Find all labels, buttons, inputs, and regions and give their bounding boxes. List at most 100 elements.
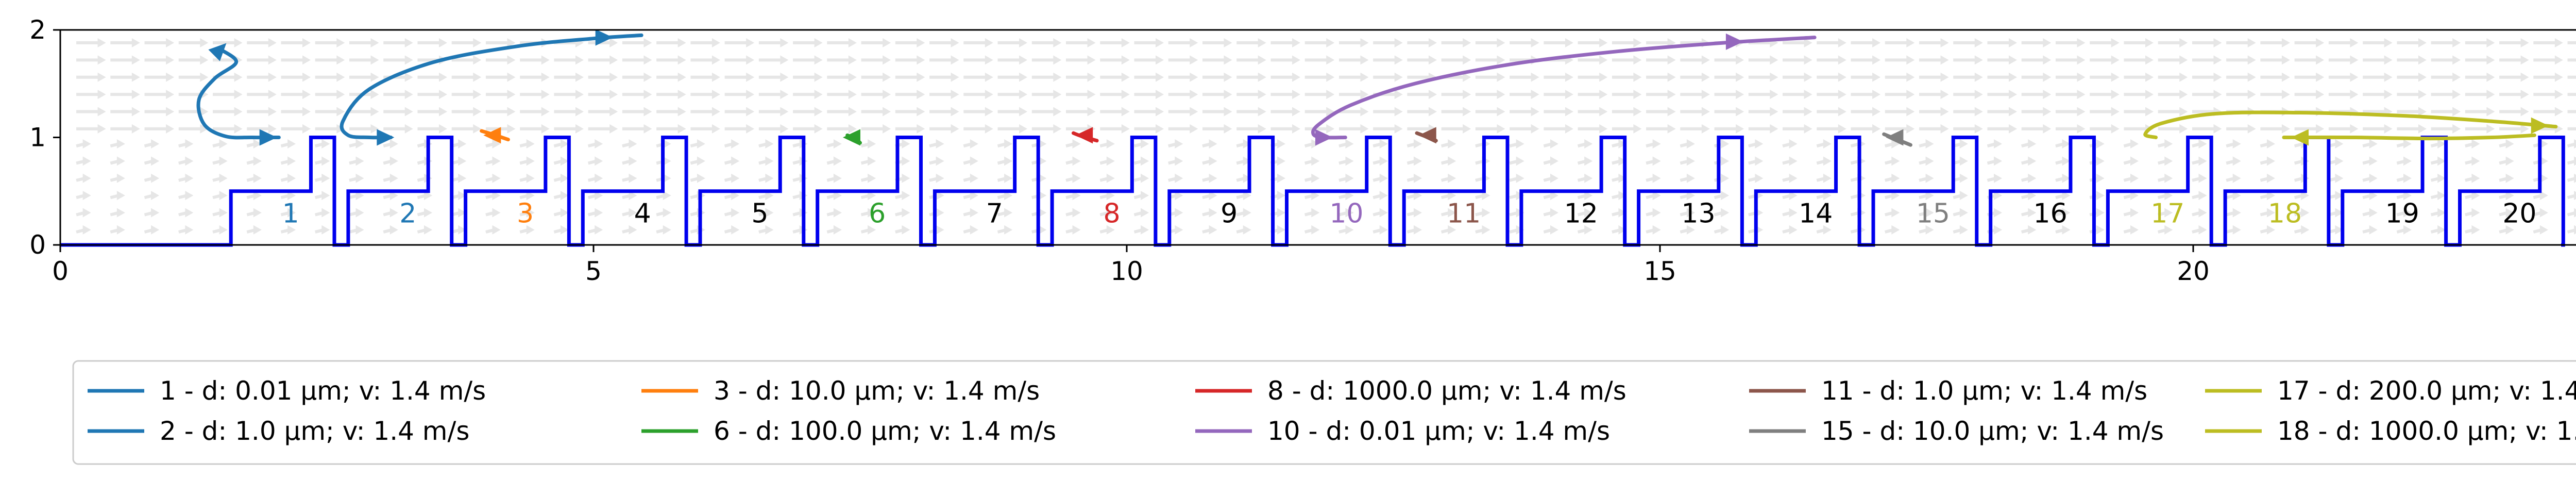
field-arrow-head <box>643 72 652 82</box>
field-arrow-head <box>1379 139 1388 149</box>
field-arrow-head <box>2350 72 2359 82</box>
field-arrow-head <box>951 90 959 100</box>
field-arrow-head <box>2096 139 2105 149</box>
field-arrow-head <box>1345 139 1354 149</box>
field-arrow-head <box>2232 225 2241 235</box>
field-arrow-head <box>2437 208 2446 218</box>
field-arrow-head <box>1974 107 1983 117</box>
field-arrow-head <box>200 124 209 134</box>
field-arrow-head <box>868 225 876 235</box>
field-arrow-head <box>2266 208 2275 218</box>
field-arrow-head <box>268 55 277 65</box>
field-arrow-head <box>2266 225 2275 235</box>
field-arrow-head <box>321 191 330 201</box>
field-arrow-head <box>492 225 501 235</box>
field-arrow-head <box>1736 72 1744 82</box>
field-arrow-head <box>1190 107 1198 117</box>
field-arrow-head <box>2266 156 2275 166</box>
field-arrow-head <box>936 173 944 183</box>
field-arrow-head <box>1413 139 1422 149</box>
field-arrow-head <box>868 156 876 166</box>
series-arrow-2 <box>377 129 395 146</box>
field-arrow-head <box>1618 139 1627 149</box>
field-arrow-head <box>2437 191 2446 201</box>
field-arrow-head <box>985 124 993 134</box>
field-arrow-head <box>1053 72 1062 82</box>
field-arrow-head <box>1565 107 1573 117</box>
field-arrow-head <box>1667 55 1676 65</box>
field-arrow-head <box>848 72 857 82</box>
field-arrow-head <box>609 55 618 65</box>
field-arrow-head <box>219 191 228 201</box>
field-arrow-head <box>883 124 891 134</box>
field-arrow-head <box>200 38 209 48</box>
field-arrow-head <box>336 90 345 100</box>
field-arrow-head <box>1243 208 1251 218</box>
field-arrow-head <box>424 191 433 201</box>
field-arrow-head <box>2028 139 2037 149</box>
field-arrow-head <box>1209 191 1217 201</box>
field-arrow-head <box>1686 191 1695 201</box>
field-arrow-head <box>2164 225 2173 235</box>
field-arrow-head <box>1482 225 1490 235</box>
field-arrow-head <box>253 225 262 235</box>
field-arrow-head <box>1838 72 1846 82</box>
field-arrow-head <box>1823 225 1832 235</box>
field-arrow-head <box>1175 173 1183 183</box>
field-arrow-head <box>370 38 379 48</box>
field-arrow-head <box>575 107 584 117</box>
field-arrow-head <box>2062 139 2071 149</box>
field-arrow-head <box>711 55 720 65</box>
field-arrow-head <box>1121 124 1130 134</box>
field-arrow-head <box>2554 55 2563 65</box>
field-arrow-head <box>1550 173 1558 183</box>
field-arrow-head <box>936 208 944 218</box>
field-arrow-head <box>97 38 106 48</box>
field-arrow-head <box>253 191 262 201</box>
field-arrow-head <box>1448 156 1456 166</box>
field-arrow-head <box>1277 191 1286 201</box>
field-arrow-head <box>1209 208 1217 218</box>
field-arrow-head <box>970 156 978 166</box>
field-arrow-head <box>1516 173 1524 183</box>
field-arrow-head <box>1872 124 1881 134</box>
field-arrow-head <box>1789 173 1798 183</box>
field-arrow-head <box>2009 90 2018 100</box>
field-arrow-head <box>2028 173 2037 183</box>
field-arrow-head <box>629 156 637 166</box>
field-arrow-head <box>2043 90 2052 100</box>
field-arrow-head <box>1175 156 1183 166</box>
field-arrow-head <box>731 191 740 201</box>
field-arrow-head <box>951 124 959 134</box>
field-arrow-head <box>1516 156 1524 166</box>
field-arrow-head <box>1121 107 1130 117</box>
field-arrow-head <box>1565 38 1573 48</box>
field-arrow-head <box>82 208 91 218</box>
field-arrow-head <box>1004 173 1013 183</box>
field-arrow-head <box>951 72 959 82</box>
field-arrow-head <box>1243 173 1251 183</box>
series-line-0 <box>196 47 281 140</box>
field-arrow-head <box>2384 38 2393 48</box>
field-arrow-head <box>2301 225 2310 235</box>
field-arrow-head <box>1311 191 1320 201</box>
field-arrow-head <box>268 124 277 134</box>
field-arrow-head <box>458 173 467 183</box>
field-arrow-head <box>2574 225 2576 235</box>
field-arrow-head <box>936 191 944 201</box>
field-arrow-head <box>2554 107 2563 117</box>
field-arrow-head <box>1891 156 1900 166</box>
field-arrow-head <box>1175 225 1183 235</box>
field-arrow-head <box>643 55 652 65</box>
field-arrow-head <box>814 124 823 134</box>
field-arrow-head <box>234 72 243 82</box>
field-arrow-head <box>2452 124 2461 134</box>
field-arrow-head <box>2335 208 2344 218</box>
field-arrow-head <box>711 124 720 134</box>
field-arrow-head <box>2452 90 2461 100</box>
series-arrow-1 <box>208 43 227 61</box>
field-arrow-head <box>1618 191 1627 201</box>
field-arrow-head <box>438 90 447 100</box>
field-arrow-head <box>1156 124 1164 134</box>
field-arrow-head <box>951 107 959 117</box>
